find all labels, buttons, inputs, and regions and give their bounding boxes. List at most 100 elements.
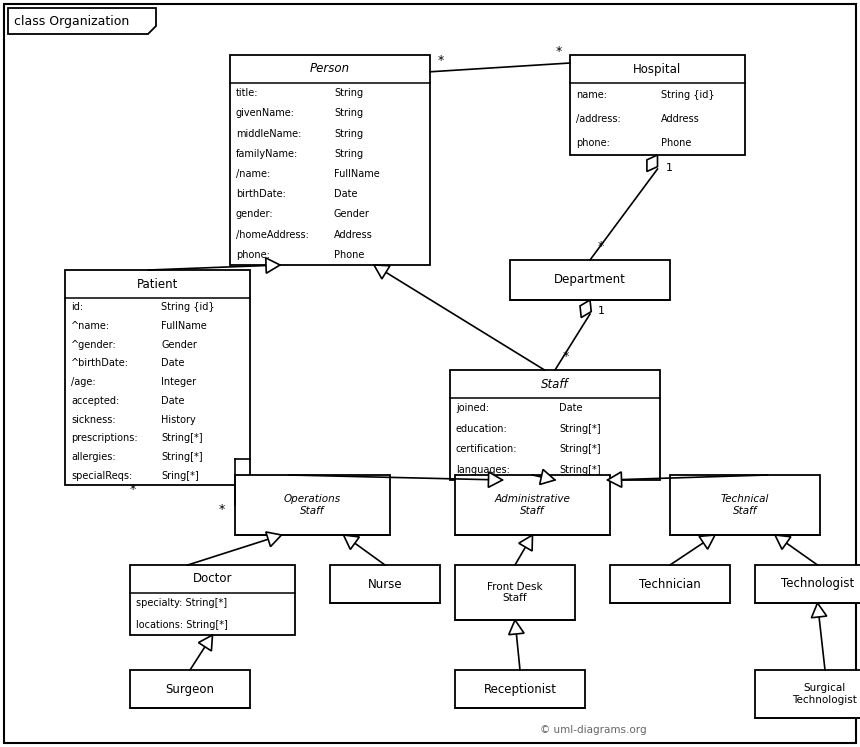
Text: String[*]: String[*] bbox=[559, 424, 601, 434]
Text: Administrative
Staff: Administrative Staff bbox=[494, 495, 570, 515]
Text: Date: Date bbox=[161, 359, 185, 368]
Text: name:: name: bbox=[576, 90, 607, 100]
Polygon shape bbox=[266, 258, 280, 273]
Polygon shape bbox=[374, 265, 390, 279]
Text: gender:: gender: bbox=[236, 209, 273, 220]
Text: Address: Address bbox=[661, 114, 700, 124]
Text: Doctor: Doctor bbox=[193, 572, 232, 586]
Bar bbox=[510, 260, 670, 300]
Polygon shape bbox=[540, 469, 555, 485]
Polygon shape bbox=[647, 155, 658, 172]
Text: prescriptions:: prescriptions: bbox=[71, 433, 138, 443]
Polygon shape bbox=[343, 535, 359, 550]
Text: *: * bbox=[598, 240, 605, 253]
Text: Technician: Technician bbox=[639, 577, 701, 590]
Text: String: String bbox=[334, 128, 363, 138]
Text: FullName: FullName bbox=[161, 321, 207, 331]
Text: Technologist: Technologist bbox=[781, 577, 854, 590]
Text: String: String bbox=[334, 88, 363, 98]
Polygon shape bbox=[580, 300, 592, 317]
Text: Phone: Phone bbox=[661, 138, 691, 148]
Text: Operations
Staff: Operations Staff bbox=[284, 495, 341, 515]
Text: specialty: String[*]: specialty: String[*] bbox=[136, 598, 227, 609]
Text: joined:: joined: bbox=[456, 403, 489, 413]
Text: *: * bbox=[130, 483, 136, 496]
Text: Technical
Staff: Technical Staff bbox=[721, 495, 769, 515]
Text: Gender: Gender bbox=[334, 209, 370, 220]
Polygon shape bbox=[199, 635, 212, 651]
Text: languages:: languages: bbox=[456, 465, 510, 475]
Text: Staff: Staff bbox=[541, 377, 568, 391]
Polygon shape bbox=[519, 535, 532, 551]
Bar bbox=[455, 565, 575, 620]
Text: Address: Address bbox=[334, 229, 372, 240]
Text: String: String bbox=[334, 108, 363, 118]
Text: Date: Date bbox=[161, 396, 185, 406]
Text: allergies:: allergies: bbox=[71, 452, 115, 462]
Text: education:: education: bbox=[456, 424, 507, 434]
Text: String: String bbox=[334, 149, 363, 159]
Text: /age:: /age: bbox=[71, 377, 95, 387]
Bar bbox=[755, 565, 860, 603]
Polygon shape bbox=[699, 535, 715, 549]
Text: ^gender:: ^gender: bbox=[71, 340, 117, 350]
Text: Date: Date bbox=[334, 189, 358, 199]
Bar bbox=[670, 475, 820, 535]
Text: certification:: certification: bbox=[456, 444, 518, 454]
Text: Front Desk
Staff: Front Desk Staff bbox=[487, 582, 543, 604]
Text: *: * bbox=[556, 45, 562, 58]
Text: Phone: Phone bbox=[334, 250, 365, 260]
Text: *: * bbox=[438, 54, 445, 66]
Text: Hospital: Hospital bbox=[633, 63, 682, 75]
Text: title:: title: bbox=[236, 88, 259, 98]
Text: /address:: /address: bbox=[576, 114, 621, 124]
Text: Department: Department bbox=[554, 273, 626, 287]
Text: ^birthDate:: ^birthDate: bbox=[71, 359, 129, 368]
Text: specialReqs:: specialReqs: bbox=[71, 471, 132, 480]
Text: locations: String[*]: locations: String[*] bbox=[136, 619, 228, 630]
Bar bbox=[570, 55, 745, 155]
Text: Date: Date bbox=[559, 403, 583, 413]
Text: History: History bbox=[161, 415, 196, 424]
Bar bbox=[130, 565, 295, 635]
Bar bbox=[450, 370, 660, 480]
Bar bbox=[235, 475, 390, 535]
Text: String {id}: String {id} bbox=[661, 90, 715, 100]
Text: *: * bbox=[563, 350, 569, 363]
Text: middleName:: middleName: bbox=[236, 128, 301, 138]
Polygon shape bbox=[775, 535, 791, 549]
Text: /name:: /name: bbox=[236, 169, 270, 179]
Text: Patient: Patient bbox=[137, 277, 178, 291]
Text: Gender: Gender bbox=[161, 340, 197, 350]
Bar bbox=[755, 670, 860, 718]
Bar bbox=[330, 565, 440, 603]
Text: class Organization: class Organization bbox=[14, 14, 129, 28]
Polygon shape bbox=[488, 472, 502, 487]
Polygon shape bbox=[509, 620, 524, 635]
Polygon shape bbox=[811, 603, 826, 618]
Text: Surgeon: Surgeon bbox=[165, 683, 214, 695]
Text: String {id}: String {id} bbox=[161, 303, 215, 312]
Bar bbox=[65, 270, 250, 485]
Text: Sring[*]: Sring[*] bbox=[161, 471, 199, 480]
Text: String[*]: String[*] bbox=[559, 444, 601, 454]
Text: Nurse: Nurse bbox=[368, 577, 402, 590]
Polygon shape bbox=[266, 532, 281, 547]
Text: accepted:: accepted: bbox=[71, 396, 120, 406]
Text: FullName: FullName bbox=[334, 169, 380, 179]
Text: Surgical
Technologist: Surgical Technologist bbox=[793, 684, 857, 705]
Text: id:: id: bbox=[71, 303, 83, 312]
Text: 1: 1 bbox=[666, 163, 673, 173]
Text: String[*]: String[*] bbox=[161, 433, 203, 443]
Text: Receptionist: Receptionist bbox=[483, 683, 556, 695]
Text: Integer: Integer bbox=[161, 377, 196, 387]
Text: ^name:: ^name: bbox=[71, 321, 110, 331]
Text: String[*]: String[*] bbox=[559, 465, 601, 475]
Bar bbox=[610, 565, 730, 603]
Text: /homeAddress:: /homeAddress: bbox=[236, 229, 309, 240]
Text: Person: Person bbox=[310, 63, 350, 75]
Text: String[*]: String[*] bbox=[161, 452, 203, 462]
Bar bbox=[130, 670, 250, 708]
Polygon shape bbox=[8, 8, 156, 34]
Bar bbox=[230, 55, 430, 265]
